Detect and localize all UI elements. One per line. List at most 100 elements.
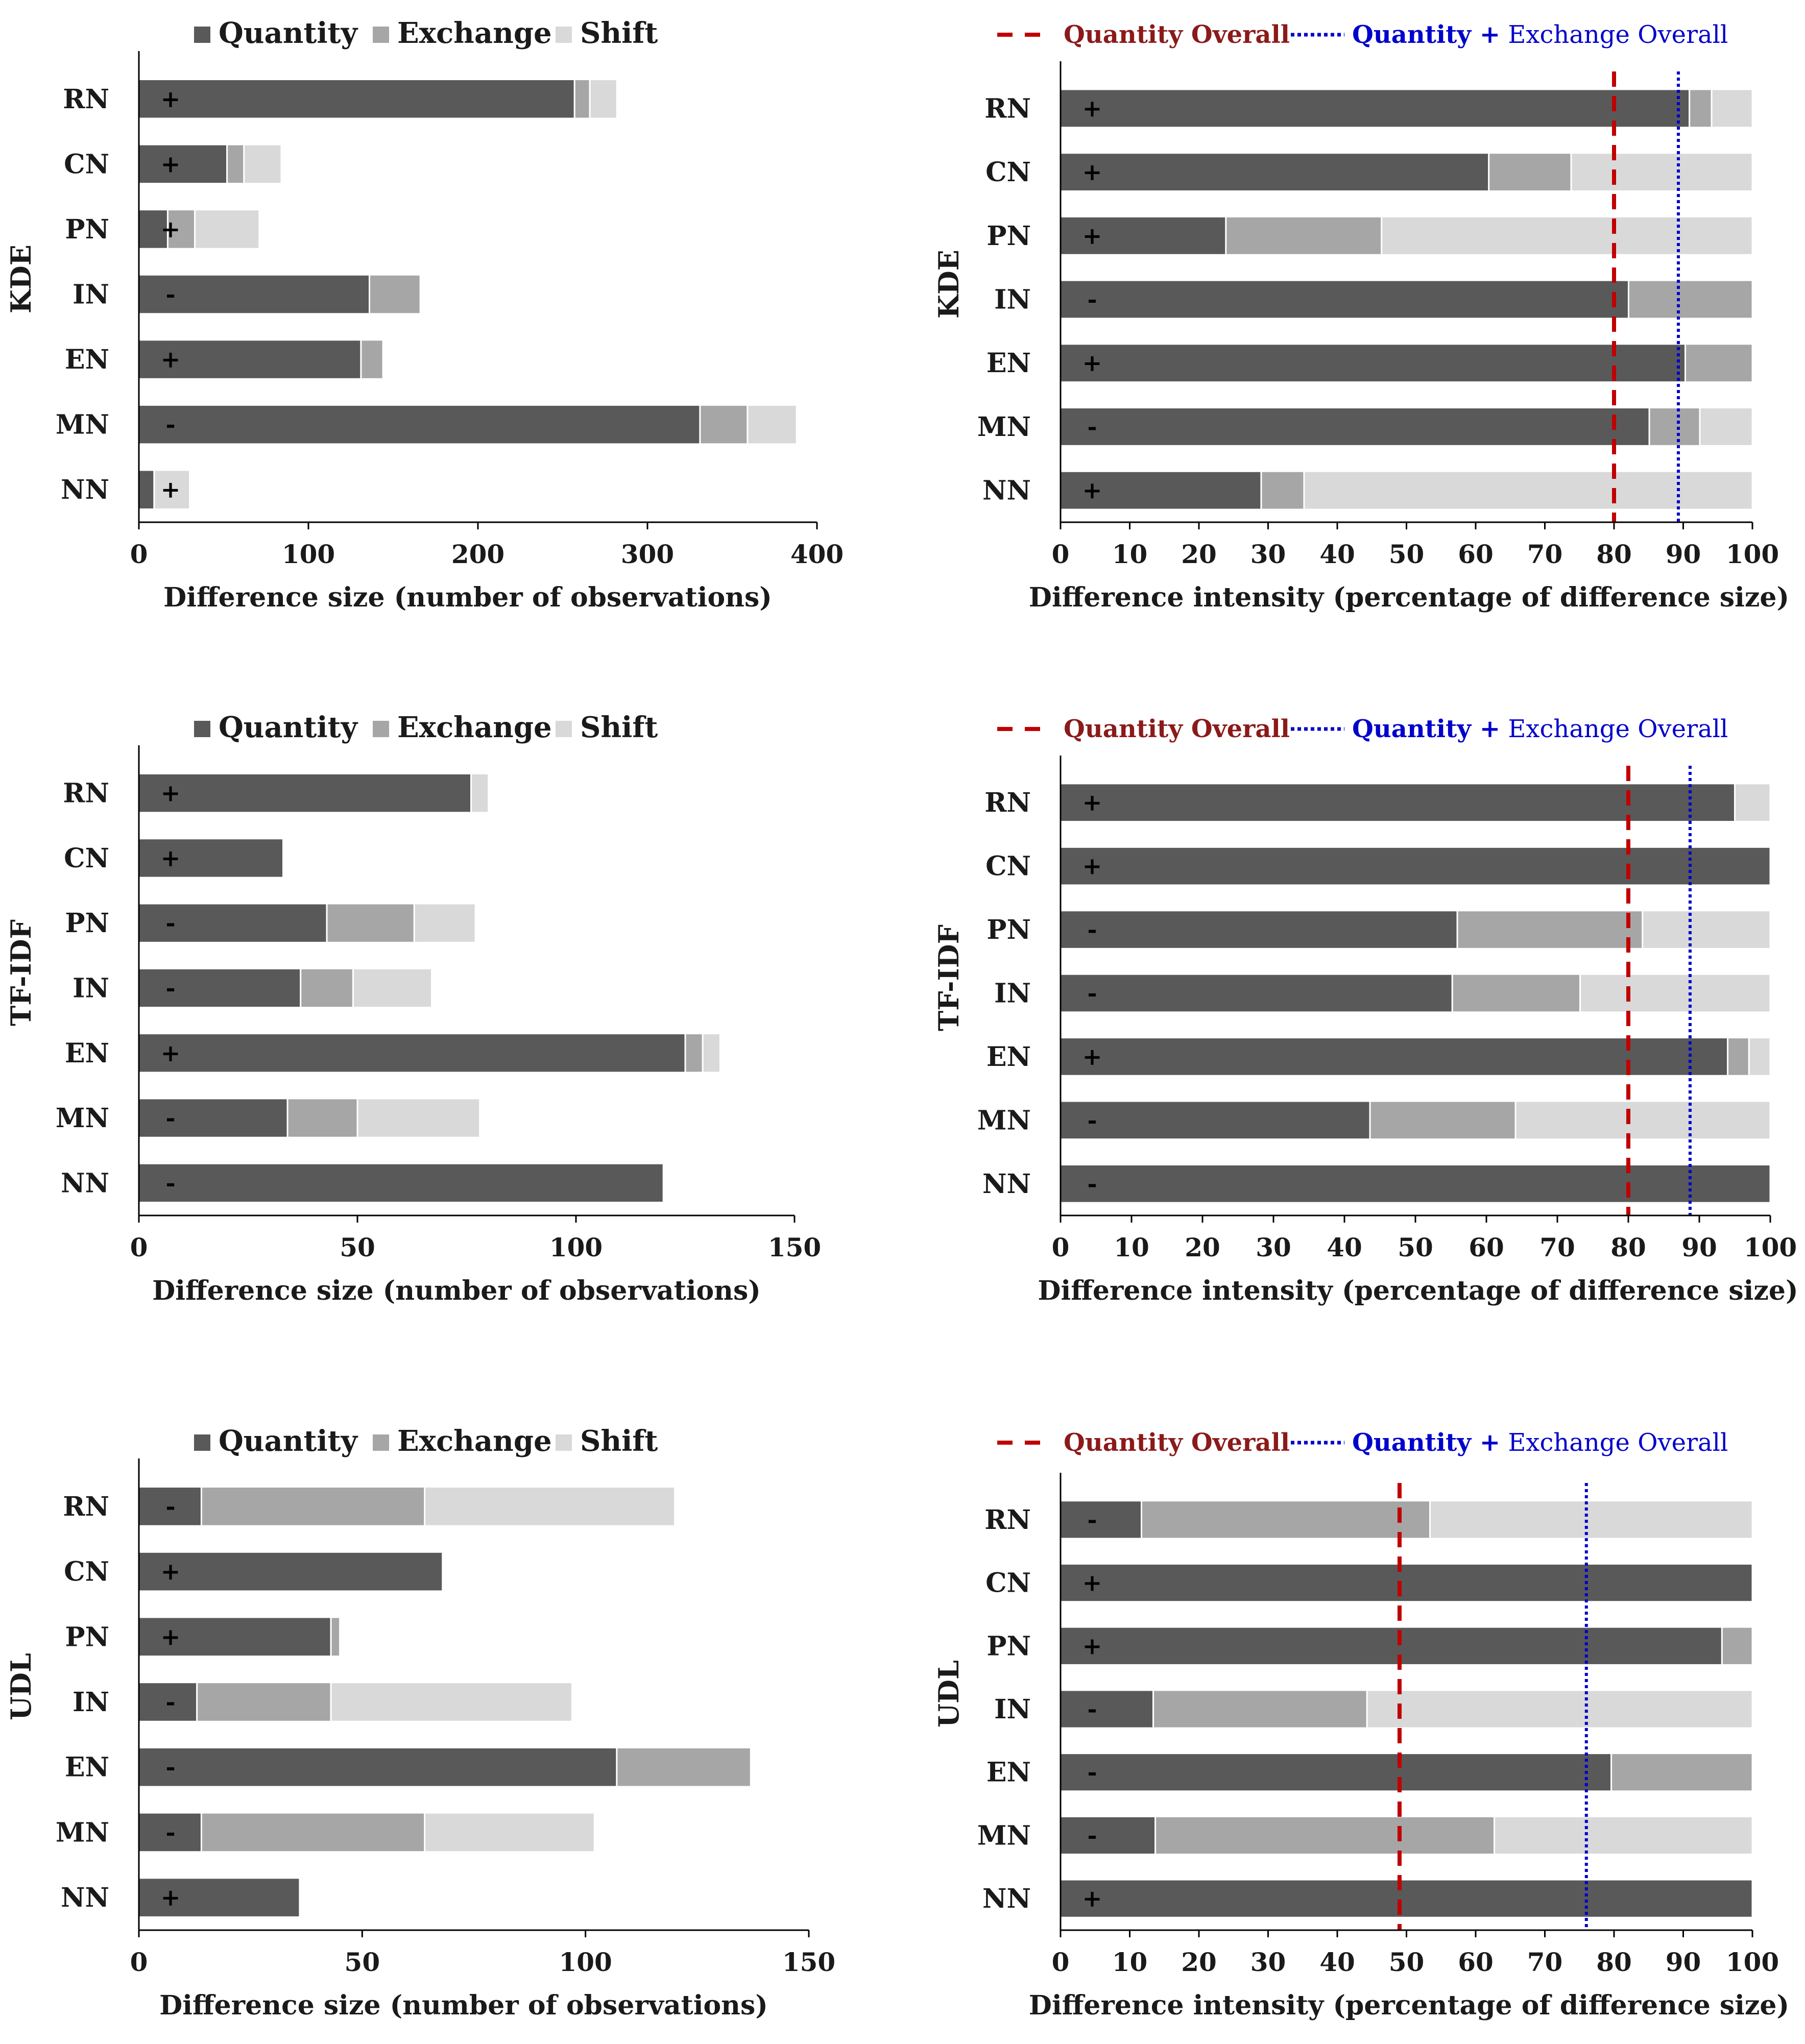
bar-nn-exchange bbox=[1260, 470, 1305, 510]
bar-cn-quantity bbox=[138, 1551, 444, 1592]
bar-in-exchange bbox=[1627, 279, 1753, 320]
bar-en-exchange bbox=[360, 339, 384, 380]
bar-pn-exchange bbox=[330, 1616, 341, 1658]
bar-in-shift bbox=[352, 967, 433, 1009]
bar-pn-shift bbox=[194, 209, 260, 250]
sign-label: - bbox=[1087, 1821, 1097, 1849]
bar-in-shift bbox=[1579, 973, 1771, 1013]
x-tick-label: 50 bbox=[340, 1232, 375, 1262]
x-tick-label: 150 bbox=[768, 1232, 821, 1262]
category-label: CN bbox=[985, 157, 1031, 188]
legend-swatch-quantity bbox=[194, 27, 210, 43]
sign-label: - bbox=[1087, 980, 1097, 1007]
category-label: IN bbox=[994, 978, 1031, 1009]
bar-nn-quantity bbox=[1060, 1163, 1771, 1204]
sign-label: - bbox=[165, 1104, 175, 1132]
bar-cn-quantity bbox=[1060, 152, 1490, 192]
bar-en-quantity bbox=[138, 1746, 618, 1788]
x-tick-label: 80 bbox=[1596, 539, 1632, 569]
chart-kde-size: + RN + CN + PN - IN + EN - MN + NN 0 100 200 300 400 Differ… bbox=[5, 51, 844, 613]
bar-pn-exchange bbox=[326, 903, 415, 943]
bar-in-exchange bbox=[369, 274, 421, 315]
category-label: CN bbox=[64, 1556, 109, 1588]
bar-pn-exchange bbox=[1225, 215, 1383, 256]
category-label: PN bbox=[986, 1631, 1031, 1662]
bar-in-exchange bbox=[300, 967, 354, 1009]
bar-en-exchange bbox=[616, 1746, 752, 1788]
x-tick-label: 90 bbox=[1666, 539, 1701, 569]
bar-en-shift bbox=[1748, 1037, 1771, 1077]
x-axis-title: Difference intensity (percentage of diff… bbox=[1029, 582, 1789, 613]
x-tick-label: 100 bbox=[282, 539, 335, 569]
bar-en-quantity bbox=[1060, 1753, 1613, 1792]
legend-1: Quantity Overall Quantity + Exchange Over… bbox=[997, 20, 1728, 49]
bar-rn-quantity bbox=[1060, 88, 1691, 129]
category-label: IN bbox=[994, 284, 1031, 315]
legend-swatch-quantity bbox=[194, 721, 210, 737]
legend-quantity-overall-label: Quantity Overall bbox=[1064, 1428, 1290, 1457]
bar-cn-quantity bbox=[138, 838, 284, 879]
category-label: EN bbox=[986, 1757, 1031, 1788]
x-tick-label: 100 bbox=[1744, 1232, 1797, 1262]
bar-in-quantity bbox=[138, 274, 371, 315]
bar-in-quantity bbox=[1060, 1689, 1154, 1729]
y-axis-title: KDE bbox=[932, 250, 965, 319]
y-axis-title: UDL bbox=[932, 1660, 965, 1727]
x-tick-label: 90 bbox=[1666, 1947, 1701, 1977]
x-tick-label: 40 bbox=[1319, 539, 1355, 569]
category-label: IN bbox=[73, 973, 109, 1004]
x-tick-label: 10 bbox=[1114, 1232, 1149, 1262]
bar-rn-shift bbox=[589, 79, 618, 119]
sign-label: + bbox=[1082, 349, 1102, 377]
x-axis-title: Difference size (number of observations) bbox=[159, 1990, 768, 2021]
sign-label: + bbox=[161, 1623, 181, 1650]
sign-label: - bbox=[1087, 1695, 1097, 1723]
sign-label: + bbox=[1082, 1632, 1102, 1660]
legend-swatch-exchange bbox=[373, 27, 389, 43]
category-label: RN bbox=[63, 1491, 109, 1522]
category-label: NN bbox=[61, 474, 109, 505]
bar-mn-shift bbox=[1514, 1100, 1771, 1140]
sign-label: - bbox=[165, 281, 175, 308]
category-label: CN bbox=[985, 1568, 1031, 1599]
x-tick-label: 80 bbox=[1610, 1232, 1646, 1262]
x-tick-label: 0 bbox=[1052, 1947, 1070, 1977]
x-tick-label: 30 bbox=[1250, 539, 1286, 569]
category-label: NN bbox=[61, 1167, 109, 1199]
sign-label: - bbox=[1087, 286, 1097, 313]
x-tick-label: 10 bbox=[1112, 539, 1148, 569]
x-tick-label: 30 bbox=[1256, 1232, 1291, 1262]
bar-en-exchange bbox=[1727, 1037, 1750, 1077]
category-label: MN bbox=[977, 1105, 1031, 1136]
category-label: CN bbox=[64, 843, 109, 874]
bar-mn-shift bbox=[747, 404, 798, 445]
sign-label: + bbox=[1082, 1885, 1102, 1912]
y-axis-title: TF-IDF bbox=[932, 924, 965, 1031]
sign-label: - bbox=[165, 1688, 175, 1716]
bar-rn-quantity bbox=[1060, 1500, 1143, 1540]
bar-mn-exchange bbox=[286, 1098, 358, 1138]
bar-rn-shift bbox=[1711, 88, 1753, 129]
x-tick-label: 50 bbox=[1398, 1232, 1433, 1262]
bar-in-exchange bbox=[196, 1682, 332, 1722]
legend-label-exchange: Exchange bbox=[397, 16, 552, 50]
legend-swatch-exchange bbox=[373, 1434, 389, 1451]
x-tick-label: 200 bbox=[451, 539, 504, 569]
sign-label: + bbox=[161, 215, 181, 243]
sign-label: + bbox=[161, 150, 181, 178]
sign-label: + bbox=[161, 1558, 181, 1586]
category-label: IN bbox=[994, 1694, 1031, 1725]
category-label: MN bbox=[977, 1820, 1031, 1851]
x-tick-label: 60 bbox=[1458, 539, 1494, 569]
category-label: RN bbox=[63, 84, 109, 115]
bar-pn-exchange bbox=[1456, 910, 1644, 950]
bar-rn-shift bbox=[1429, 1500, 1753, 1540]
sign-label: + bbox=[161, 476, 181, 503]
bar-in-exchange bbox=[1451, 973, 1581, 1013]
sign-label: - bbox=[165, 411, 175, 439]
x-tick-label: 20 bbox=[1181, 1947, 1217, 1977]
category-label: MN bbox=[56, 409, 109, 441]
x-tick-label: 100 bbox=[549, 1232, 603, 1262]
category-label: MN bbox=[56, 1817, 109, 1848]
bar-nn-quantity bbox=[138, 1162, 664, 1204]
